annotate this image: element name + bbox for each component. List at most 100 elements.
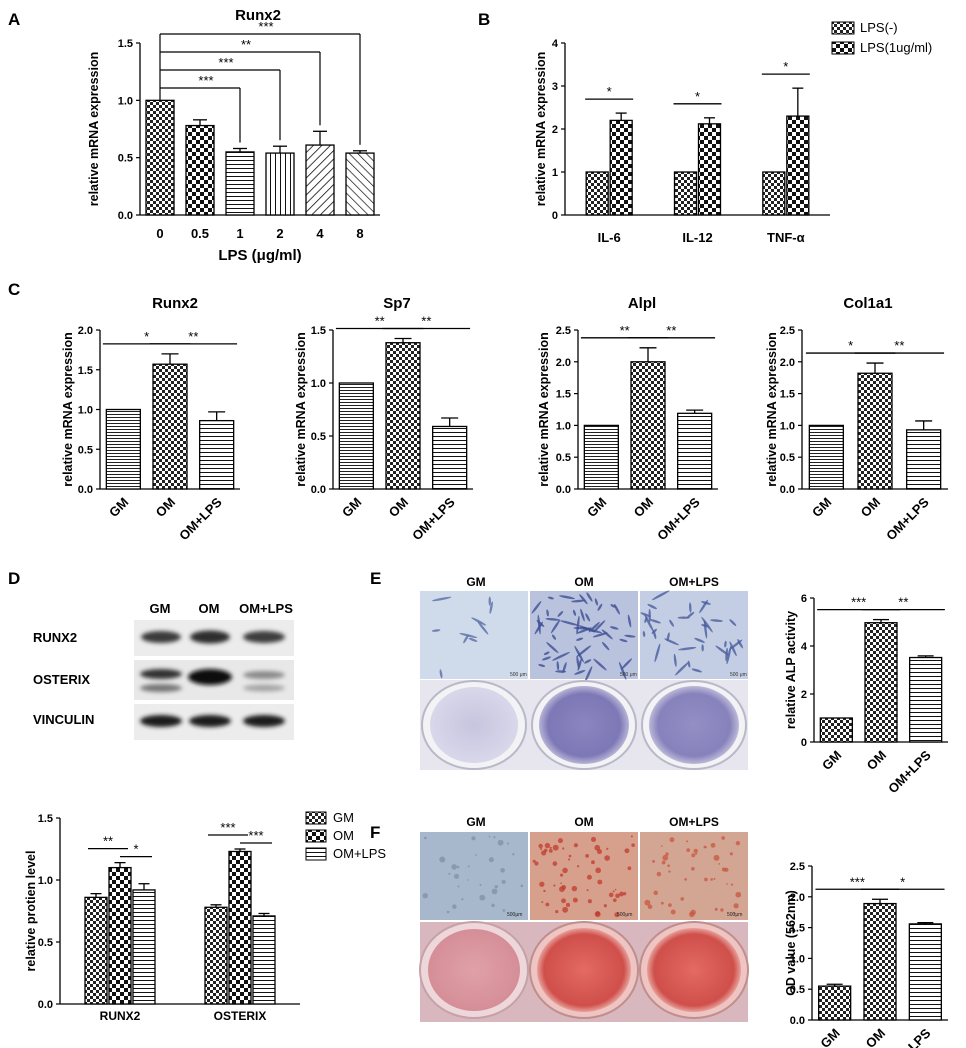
y-axis-label-f: OD value (562nm) [784,890,798,996]
ars-nodule [572,897,578,903]
ars-nodule [497,839,504,846]
ars-nodule [461,898,464,901]
ars-nodule [585,853,589,858]
alp-cell [674,662,689,676]
chart-c-alpl: 0.0 0.5 1.0 1.5 2.0 2.5 relative mRNA expressi… [537,295,718,543]
bar-f-2 [908,923,942,1021]
alp-cell [471,617,487,626]
alp-cell [640,612,651,617]
panel-label-c: C [8,280,20,299]
ars-nodule [660,845,663,847]
alp-cell [724,640,727,648]
alp-cell [574,670,586,675]
x-category-label-c3: OM [631,495,656,520]
x-category-label-a: 1 [236,226,243,241]
significance-label-c4: ** [894,338,904,353]
y-tick-label-c3: 1.0 [556,420,571,432]
band-osterix-om [188,669,232,685]
y-tick-label-c3: 0.5 [556,452,571,464]
significance-label-a: ** [241,37,251,52]
y-axis-label-c2: relative mRNA expression [294,332,308,486]
ars-nodule [595,911,601,916]
y-tick-label-e: 4 [801,641,808,653]
bar-c4-2 [906,429,942,490]
bar-c2-1 [385,342,421,490]
ars-nodule [507,842,510,845]
x-category-label-f: OM+LPS [885,1025,934,1048]
x-category-label-c2: OM+LPS [409,494,458,543]
ars-nodule [606,847,609,850]
significance-label-d: * [133,842,138,857]
bar-a-1 [185,124,215,216]
alp-cell [572,609,577,616]
ars-nodule [532,859,536,863]
bar-d-0-2 [132,889,156,1005]
alp-cell [694,637,705,643]
alp-cell [576,637,584,641]
ars-nodule [652,859,656,863]
bar-d-1-2 [252,915,276,1005]
chart-title-c4: Col1a1 [843,295,892,312]
ars-nodule [555,910,559,914]
alp-cell [585,613,591,622]
ars-nodule [488,857,494,863]
alp-cell [651,590,670,601]
alp-cell [571,599,585,603]
alp-cell [601,641,610,651]
y-tick-label-c3: 0.0 [556,484,571,496]
bar-d-0-1 [108,866,132,1005]
ars-nodule [439,856,446,863]
alp-cell [586,592,593,602]
chart-cytokines: 0 1 2 3 4 relative mRNA expression IL-6 IL-12 TN… [534,20,932,245]
significance-label-c2: ** [421,313,431,328]
bar-c1-2 [199,419,235,490]
bar-f-1 [863,902,897,1021]
ars-nodule [539,881,545,887]
chart-protein-level: 0.0 0.5 1.0 1.5 relative protien level RUNX2 O… [24,810,386,1023]
alp-micrograph-om-lps [640,591,748,679]
y-axis-label-c4: relative mRNA expression [765,332,779,486]
alp-image-column-gm: GM [466,575,485,589]
ars-nodule [724,867,729,872]
ars-nodule [573,843,578,848]
ars-nodule [562,847,565,850]
ars-well-om-lps [647,928,741,1012]
ars-nodule [544,842,551,849]
alp-well-om-lps [649,686,739,764]
ars-nodule [568,858,571,861]
y-tick-label-c1: 0.0 [78,484,93,496]
ars-nodule [543,889,546,893]
band-runx2-om-lps [243,631,285,643]
blot-column-om-lps: OM+LPS [239,601,293,616]
significance-label-c3: ** [620,323,630,338]
alp-cell [686,611,695,619]
alp-cell [726,645,732,665]
ars-nodule [720,908,724,912]
alp-cell [691,668,703,673]
ars-nodule [631,843,635,848]
ars-nodule [667,864,670,868]
western-blot: GM OM OM+LPS RUNX2 OSTERIX VINCULIN [33,601,294,740]
ars-nodule [562,867,568,874]
alp-cell [489,601,493,614]
band-vinculin-gm [140,715,182,727]
significance-label-d: *** [220,820,235,835]
chart-title-c1: Runx2 [152,295,198,312]
significance-label-a: *** [258,19,273,34]
ars-nodule [693,848,698,854]
alp-cell [580,608,585,622]
ars-nodule [690,909,696,916]
ars-well-om [537,928,631,1012]
band-osterix-om-lps-lower [243,684,285,692]
y-tick-label-f: 2.5 [790,861,805,873]
alp-cell [701,616,713,633]
alp-cell [584,666,593,683]
ars-nodule [568,854,572,858]
y-tick-label-b: 2 [552,124,558,136]
ars-nodule [424,836,427,840]
alp-cell [669,619,675,627]
ars-nodule [544,848,548,853]
x-category-label-c3: GM [584,495,609,520]
